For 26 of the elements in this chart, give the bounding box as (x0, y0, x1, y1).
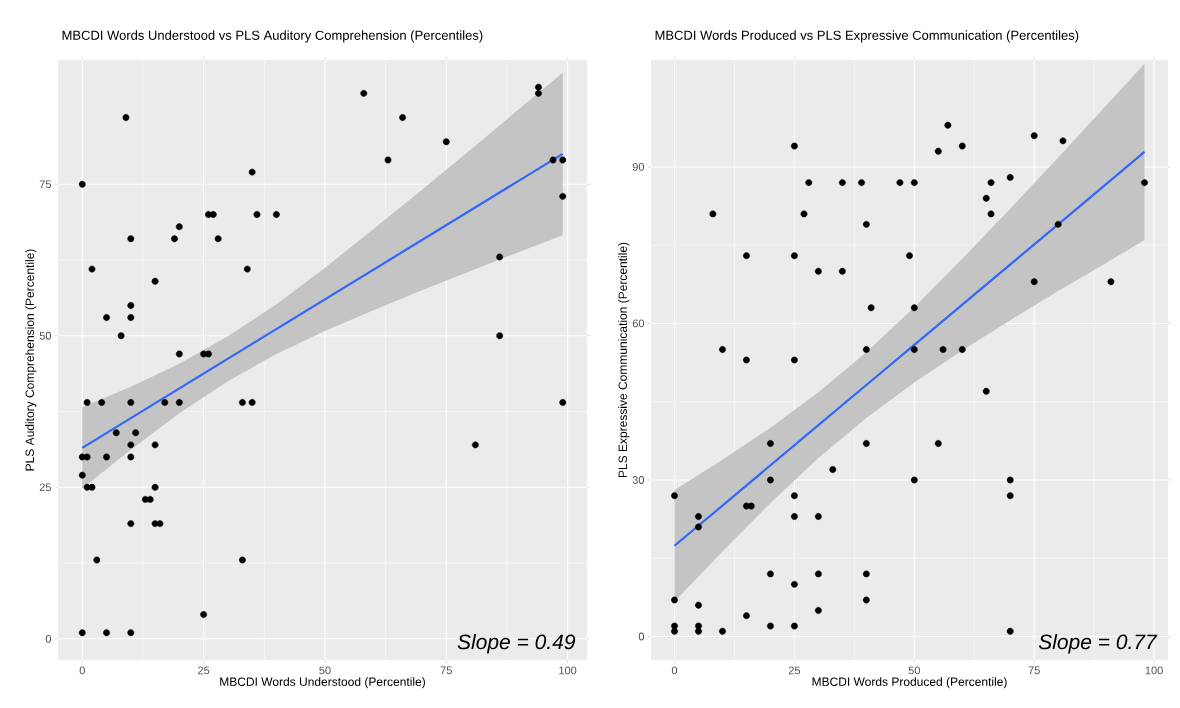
y-tick-label: 60 (632, 319, 645, 328)
x-tick-label: 25 (788, 666, 801, 675)
y-tick-label: 0 (638, 632, 645, 641)
annotation: Slope = 0.49 (457, 633, 576, 654)
x-axis-title: MBCDI Words Understood (Percentile) (220, 677, 425, 689)
y-axis-title: PLS Expressive Communication (Percentile) (618, 242, 630, 478)
y-tick-label: 90 (632, 163, 645, 171)
y-tick-label: 30 (632, 476, 645, 484)
x-tick-label: 100 (1145, 666, 1163, 675)
y-tick-label: 25 (39, 483, 51, 492)
x-tick-label: 100 (559, 666, 577, 675)
x-tick-label: 50 (319, 666, 331, 675)
y-tick-label: 50 (39, 331, 52, 340)
chart-title: MBCDI Words Understood vs PLS Auditory Comprehension (Percentiles) (62, 30, 483, 43)
y-axis-title: PLS Auditory Comprehension (Percentile) (25, 249, 37, 471)
y-tick-label: 75 (39, 180, 51, 189)
x-tick-label: 25 (198, 666, 210, 675)
x-axis-title: MBCDI Words Produced (Percentile) (812, 677, 1007, 689)
chart-title: MBCDI Words Produced vs PLS Expressive Communication (Percentiles) (655, 30, 1079, 43)
x-tick-label: 0 (79, 666, 85, 675)
x-tick-label: 75 (440, 666, 452, 675)
x-tick-label: 50 (908, 666, 920, 675)
annotation: Slope = 0.77 (1038, 633, 1158, 654)
x-tick-label: 0 (671, 666, 678, 675)
x-tick-label: 75 (1028, 666, 1040, 675)
y-tick-label: 0 (45, 634, 52, 643)
